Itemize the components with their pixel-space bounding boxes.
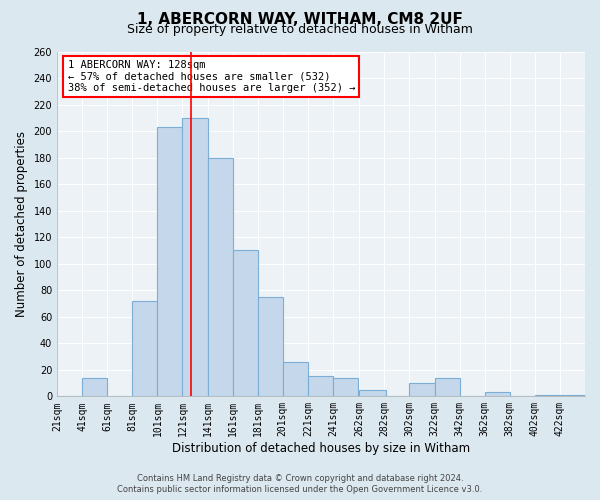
Bar: [208, 158, 233, 396]
Text: 1, ABERCORN WAY, WITHAM, CM8 2UF: 1, ABERCORN WAY, WITHAM, CM8 2UF: [137, 12, 463, 28]
Bar: [157, 127, 182, 396]
Y-axis label: Number of detached properties: Number of detached properties: [15, 131, 28, 317]
Bar: [182, 118, 208, 396]
Text: Size of property relative to detached houses in Witham: Size of property relative to detached ho…: [127, 22, 473, 36]
Bar: [308, 376, 333, 396]
Bar: [257, 297, 283, 396]
Bar: [485, 392, 510, 396]
Text: 1 ABERCORN WAY: 128sqm
← 57% of detached houses are smaller (532)
38% of semi-de: 1 ABERCORN WAY: 128sqm ← 57% of detached…: [68, 60, 355, 94]
Bar: [233, 250, 257, 396]
Bar: [132, 301, 157, 396]
Bar: [560, 395, 585, 396]
Bar: [535, 395, 560, 396]
Bar: [434, 378, 460, 396]
Text: Contains HM Land Registry data © Crown copyright and database right 2024.
Contai: Contains HM Land Registry data © Crown c…: [118, 474, 482, 494]
Bar: [333, 378, 358, 396]
Bar: [409, 383, 434, 396]
X-axis label: Distribution of detached houses by size in Witham: Distribution of detached houses by size …: [172, 442, 470, 455]
Bar: [283, 362, 308, 396]
Bar: [359, 390, 386, 396]
Bar: [82, 378, 107, 396]
